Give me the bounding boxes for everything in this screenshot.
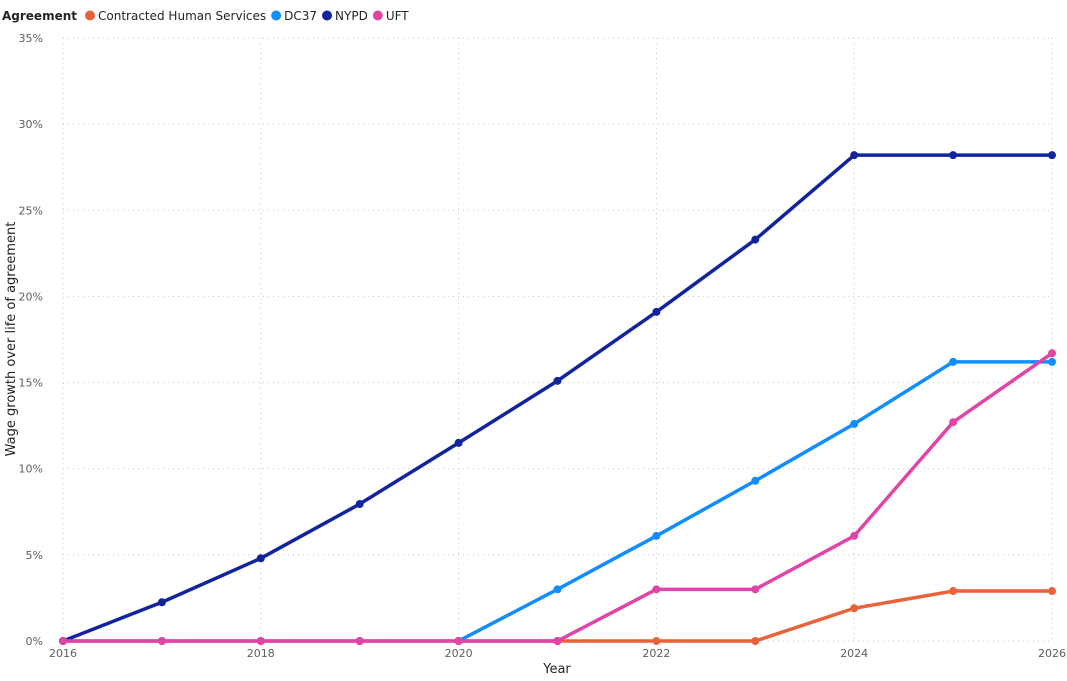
data-point-uft[interactable] xyxy=(652,585,661,594)
series-contracted-human-services xyxy=(59,587,1056,645)
x-axis-title: Year xyxy=(542,662,571,677)
data-point-uft[interactable] xyxy=(454,637,463,645)
series-line-uft xyxy=(61,351,1054,643)
gridlines xyxy=(62,37,1053,642)
legend-label-nypd: NYPD xyxy=(335,9,368,23)
y-tick-label: 5% xyxy=(26,549,43,562)
series-line-contracted-human-services xyxy=(61,589,1054,643)
x-tick-label: 2018 xyxy=(247,647,275,660)
data-point-nypd[interactable] xyxy=(949,151,958,160)
x-tick-label: 2016 xyxy=(49,647,77,660)
legend-marker-nypd xyxy=(322,10,333,21)
series-dc37 xyxy=(454,357,1056,645)
axes: Year Wage growth over life of agreement … xyxy=(4,32,1066,677)
series-uft xyxy=(59,349,1056,645)
x-tick-label: 2024 xyxy=(840,647,868,660)
data-point-nypd[interactable] xyxy=(1048,151,1056,160)
data-point-nypd[interactable] xyxy=(454,438,463,447)
y-axis-title: Wage growth over life of agreement xyxy=(4,222,19,457)
legend-title: Agreement xyxy=(2,9,77,23)
legend: Agreement Contracted Human Services DC37 N… xyxy=(2,9,409,23)
legend-marker-uft xyxy=(372,10,383,21)
y-tick-label: 30% xyxy=(19,118,43,131)
data-point-uft[interactable] xyxy=(553,637,562,645)
x-tick-label: 2022 xyxy=(642,647,670,660)
data-point-uft[interactable] xyxy=(850,531,859,540)
series-nypd xyxy=(59,151,1056,645)
legend-marker-dc37 xyxy=(271,10,282,21)
data-point-dc37[interactable] xyxy=(1048,357,1056,366)
y-tick-label: 0% xyxy=(26,635,43,648)
data-point-contracted-human-services[interactable] xyxy=(850,604,859,613)
y-tick-label: 25% xyxy=(19,204,43,217)
series-group xyxy=(59,151,1056,645)
data-point-uft[interactable] xyxy=(157,637,166,645)
data-point-dc37[interactable] xyxy=(850,419,859,428)
y-tick-label: 35% xyxy=(19,32,43,45)
data-point-dc37[interactable] xyxy=(553,585,562,594)
data-point-dc37[interactable] xyxy=(949,357,958,366)
data-point-contracted-human-services[interactable] xyxy=(949,587,958,596)
legend-label-uft: UFT xyxy=(386,9,409,23)
data-point-contracted-human-services[interactable] xyxy=(652,637,661,645)
data-point-uft[interactable] xyxy=(949,418,958,427)
data-point-contracted-human-services[interactable] xyxy=(751,637,760,645)
data-point-uft[interactable] xyxy=(355,637,364,645)
data-point-nypd[interactable] xyxy=(553,376,562,385)
data-point-uft[interactable] xyxy=(1048,349,1056,358)
data-point-dc37[interactable] xyxy=(652,531,661,540)
series-line-dc37 xyxy=(456,360,1054,643)
legend-label-contracted-human-services: Contracted Human Services xyxy=(98,9,266,23)
data-point-nypd[interactable] xyxy=(850,151,859,160)
x-tick-label: 2020 xyxy=(445,647,473,660)
legend-label-dc37: DC37 xyxy=(284,9,317,23)
x-tick-label: 2026 xyxy=(1038,647,1066,660)
y-tick-label: 20% xyxy=(19,290,43,303)
data-point-nypd[interactable] xyxy=(652,307,661,316)
data-point-nypd[interactable] xyxy=(355,500,364,509)
data-point-nypd[interactable] xyxy=(256,554,265,563)
series-line-nypd xyxy=(61,153,1054,643)
data-point-uft[interactable] xyxy=(751,585,760,594)
data-point-uft[interactable] xyxy=(59,637,67,645)
data-point-contracted-human-services[interactable] xyxy=(1048,587,1056,596)
data-point-dc37[interactable] xyxy=(751,476,760,485)
y-tick-label: 10% xyxy=(19,463,43,476)
data-point-nypd[interactable] xyxy=(751,235,760,244)
y-tick-label: 15% xyxy=(19,377,43,390)
legend-marker-contracted-human-services xyxy=(85,10,95,21)
data-point-uft[interactable] xyxy=(256,637,265,645)
data-point-nypd[interactable] xyxy=(157,598,166,607)
